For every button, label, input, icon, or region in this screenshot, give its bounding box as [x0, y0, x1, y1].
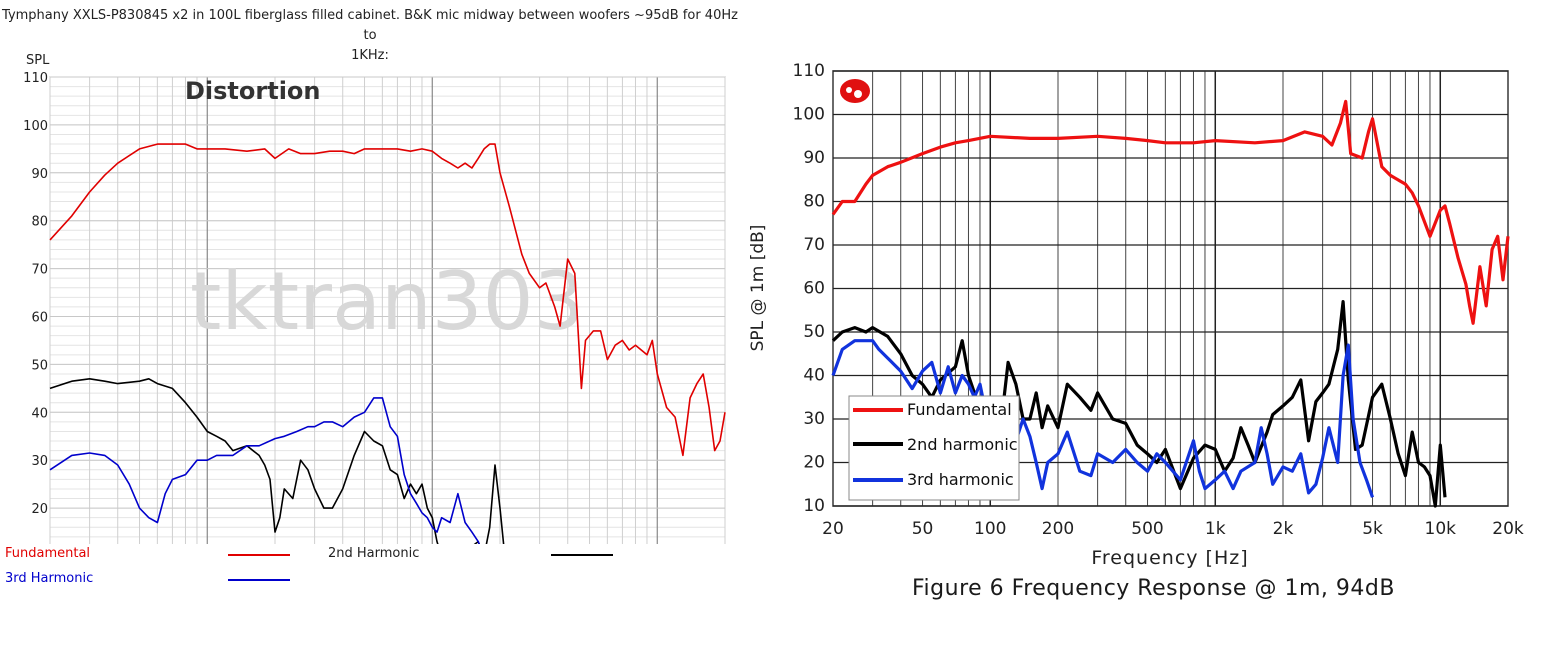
y-tick-label: 110 — [793, 61, 825, 81]
legend-3rd-harmonic-label: 3rd Harmonic — [5, 571, 94, 586]
right-legend-3rd-harmonic-label: 3rd harmonic — [907, 470, 1014, 489]
y-tick-label: 30 — [31, 454, 48, 469]
legend-3rd-harmonic-line — [228, 579, 290, 581]
watermark: tktran303 — [190, 255, 584, 348]
x-tick-label: 1k — [1205, 519, 1226, 539]
figure-caption: Figure 6 Frequency Response @ 1m, 94dB — [912, 576, 1395, 601]
x-tick-label: 20k — [1492, 519, 1524, 539]
right-legend: Fundamental 2nd harmonic 3rd harmonic — [848, 395, 1020, 501]
right-legend-box — [848, 395, 1020, 501]
brand-logo-icon — [840, 79, 870, 103]
y-tick-label: 90 — [31, 167, 48, 182]
left-chart-title: Tymphany XXLS-P830845 x2 in 100L fibergl… — [0, 6, 740, 66]
series-line-fundamental — [49, 143, 726, 457]
right-legend-fundamental-label: Fundamental — [907, 400, 1012, 419]
y-tick-label: 70 — [31, 263, 48, 278]
x-tick-label: 200 — [1042, 519, 1074, 539]
right-series-group — [831, 99, 1510, 508]
y-tick-label: 110 — [23, 71, 48, 86]
y-tick-label: 40 — [31, 406, 48, 421]
y-tick-label: 80 — [803, 192, 825, 212]
y-tick-label: 80 — [31, 215, 48, 230]
right-grid — [832, 70, 1509, 507]
y-tick-label: 60 — [31, 311, 48, 326]
y-tick-label: 70 — [803, 235, 825, 255]
series-line-3rd-harmonic — [49, 397, 481, 544]
right-legend-2nd-harmonic-label: 2nd harmonic — [907, 435, 1018, 454]
y-tick-label: 100 — [793, 105, 825, 125]
left-title-line2: 1KHz: — [351, 48, 389, 63]
left-plot-area — [49, 76, 726, 544]
left-plot-title: Distortion — [185, 77, 321, 105]
y-tick-label: 50 — [803, 322, 825, 342]
legend-2nd-harmonic-label: 2nd Harmonic — [328, 546, 420, 561]
right-y-axis-label: SPL @ 1m [dB] — [748, 225, 768, 352]
x-tick-label: 5k — [1362, 519, 1383, 539]
y-tick-label: 20 — [803, 453, 825, 473]
y-tick-label: 90 — [803, 148, 825, 168]
series-line-fundamental — [831, 99, 1510, 325]
legend-2nd-harmonic-line — [551, 554, 613, 556]
series-line-2nd-harmonic — [831, 300, 1447, 508]
left-chart: SPL 203040506070809010011020304050701002… — [23, 53, 726, 544]
x-tick-label: 20 — [822, 519, 844, 539]
series-line-2nd-harmonic — [49, 377, 505, 544]
y-tick-label: 60 — [803, 279, 825, 299]
y-tick-label: 40 — [803, 366, 825, 386]
y-tick-label: 30 — [803, 409, 825, 429]
y-tick-label: 20 — [31, 502, 48, 517]
left-title-line1: Tymphany XXLS-P830845 x2 in 100L fibergl… — [2, 8, 738, 43]
x-tick-label: 10k — [1425, 519, 1457, 539]
x-tick-label: 500 — [1131, 519, 1163, 539]
y-tick-label: 10 — [803, 496, 825, 516]
left-grid — [49, 76, 726, 544]
left-legend: Fundamental 2nd Harmonic 3rd Harmonic — [0, 540, 760, 600]
left-series-group — [49, 143, 726, 544]
x-tick-label: 2k — [1273, 519, 1294, 539]
y-tick-label: 100 — [23, 119, 48, 134]
right-x-axis-label: Frequency [Hz] — [1091, 547, 1248, 569]
legend-fundamental-line — [228, 554, 290, 556]
left-y-axis-label: SPL — [26, 53, 50, 68]
series-line-3rd-harmonic — [831, 339, 1375, 498]
right-chart: 10 20 30 40 50 60 70 80 90 100 110 20 50 100 200 500 1k 2… — [748, 61, 1524, 569]
y-tick-label: 50 — [31, 358, 48, 373]
legend-fundamental-label: Fundamental — [5, 546, 91, 561]
x-tick-label: 50 — [912, 519, 934, 539]
x-tick-label: 100 — [974, 519, 1006, 539]
right-tick-labels: 10 20 30 40 50 60 70 80 90 100 110 20 50 100 200 500 1k 2… — [793, 61, 1524, 539]
left-tick-labels: 2030405060708090100110203040507010020030… — [23, 71, 48, 517]
